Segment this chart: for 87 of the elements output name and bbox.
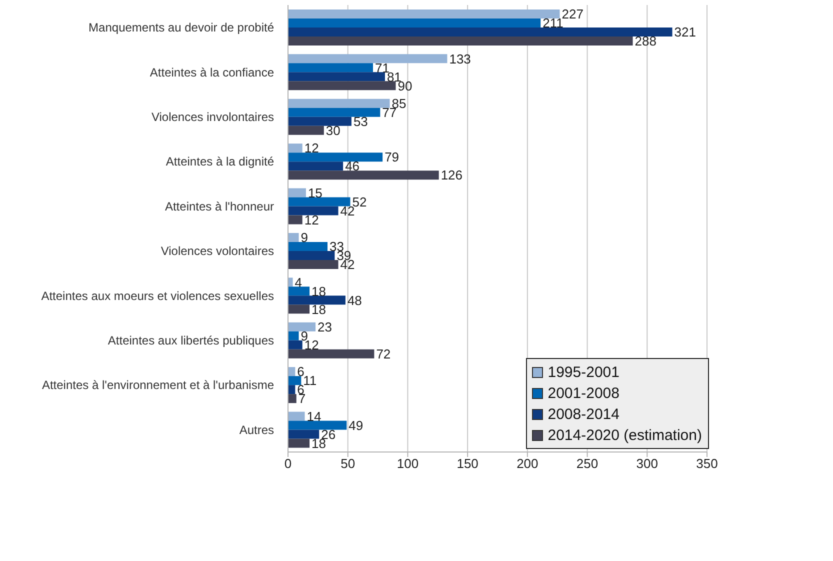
bar xyxy=(288,144,302,153)
legend-label: 1995-2001 xyxy=(548,364,620,381)
y-tick-label: Violences involontaires xyxy=(151,110,274,124)
data-label: 6 xyxy=(297,364,304,380)
legend-label: 2008-2014 xyxy=(548,406,620,423)
bar xyxy=(288,349,374,358)
y-tick-label: Atteintes à l'honneur xyxy=(164,199,274,214)
bar xyxy=(288,162,344,171)
bar xyxy=(288,98,390,108)
data-label: 14 xyxy=(306,408,322,424)
bar xyxy=(288,197,350,206)
bar xyxy=(288,206,338,216)
data-label: 18 xyxy=(312,284,326,299)
bar xyxy=(288,27,672,36)
data-label: 133 xyxy=(449,51,471,66)
bar xyxy=(288,438,310,448)
data-label: 18 xyxy=(312,302,326,317)
y-tick-label: Atteintes à la confiance xyxy=(150,65,274,80)
y-tick-label: Autres xyxy=(239,422,274,437)
bar xyxy=(288,340,302,350)
data-label: 9 xyxy=(300,230,308,246)
bar xyxy=(288,412,305,421)
bar xyxy=(288,385,296,394)
data-label: 23 xyxy=(318,319,332,334)
bar xyxy=(288,63,373,72)
data-label: 46 xyxy=(345,158,360,174)
bar xyxy=(288,304,310,314)
bar xyxy=(288,430,320,439)
data-label: 53 xyxy=(353,114,368,129)
bar xyxy=(288,188,306,198)
bar xyxy=(288,250,335,260)
data-label: 48 xyxy=(347,292,362,308)
bar xyxy=(288,72,385,82)
data-label: 12 xyxy=(304,140,319,156)
legend-label: 2001-2008 xyxy=(548,385,620,402)
bar xyxy=(288,152,383,162)
bar xyxy=(288,278,293,287)
data-label: 126 xyxy=(440,168,463,183)
x-tick-label: 250 xyxy=(576,456,598,472)
data-label: 4 xyxy=(294,274,302,290)
y-tick-label: Atteintes à la dignité xyxy=(166,154,274,169)
bar xyxy=(288,215,302,224)
y-tick-label: Atteintes à l'environnement et à l'urbanisme xyxy=(42,378,274,392)
y-tick-label: Atteintes aux moeurs et violences sexuelles xyxy=(41,288,274,303)
data-label: 227 xyxy=(562,6,584,22)
bar xyxy=(288,9,560,18)
y-tick-label: Atteintes aux libertés publiques xyxy=(108,334,274,348)
data-label: 211 xyxy=(542,16,564,31)
legend-label: 2014-2020 (estimation) xyxy=(548,427,702,444)
bar xyxy=(288,420,347,430)
data-label: 42 xyxy=(340,203,355,218)
bar xyxy=(288,322,316,332)
data-label: 12 xyxy=(304,212,319,228)
bar xyxy=(288,18,541,28)
y-tick-label: Manquements au devoir de probité xyxy=(88,20,274,35)
data-label: 30 xyxy=(326,122,340,138)
data-label: 15 xyxy=(308,185,322,200)
x-tick-label: 200 xyxy=(516,456,538,472)
bar xyxy=(288,394,296,404)
bar xyxy=(288,296,346,305)
x-tick-label: 100 xyxy=(396,456,419,472)
data-label: 72 xyxy=(376,346,391,362)
data-label: 79 xyxy=(384,150,400,165)
x-tick-label: 50 xyxy=(340,456,356,472)
bar xyxy=(288,242,328,251)
bar xyxy=(288,232,299,242)
x-tick-label: 0 xyxy=(284,456,292,472)
bar xyxy=(288,126,324,135)
data-label: 321 xyxy=(674,24,696,40)
bar xyxy=(288,170,439,180)
bar xyxy=(288,367,296,376)
bar xyxy=(288,376,302,386)
bar xyxy=(288,81,396,90)
bar xyxy=(288,108,380,117)
data-label: 288 xyxy=(634,34,656,49)
bar xyxy=(288,286,310,296)
x-tick-label: 150 xyxy=(456,456,478,472)
bar xyxy=(288,331,299,340)
bar xyxy=(288,260,338,269)
x-tick-label: 350 xyxy=(696,456,718,472)
data-label: 11 xyxy=(303,373,317,388)
x-tick-label: 300 xyxy=(636,456,658,472)
data-label: 49 xyxy=(348,418,364,433)
bar xyxy=(288,116,352,126)
bar xyxy=(288,36,633,46)
bar xyxy=(288,54,448,64)
y-tick-label: Violences volontaires xyxy=(160,244,274,258)
